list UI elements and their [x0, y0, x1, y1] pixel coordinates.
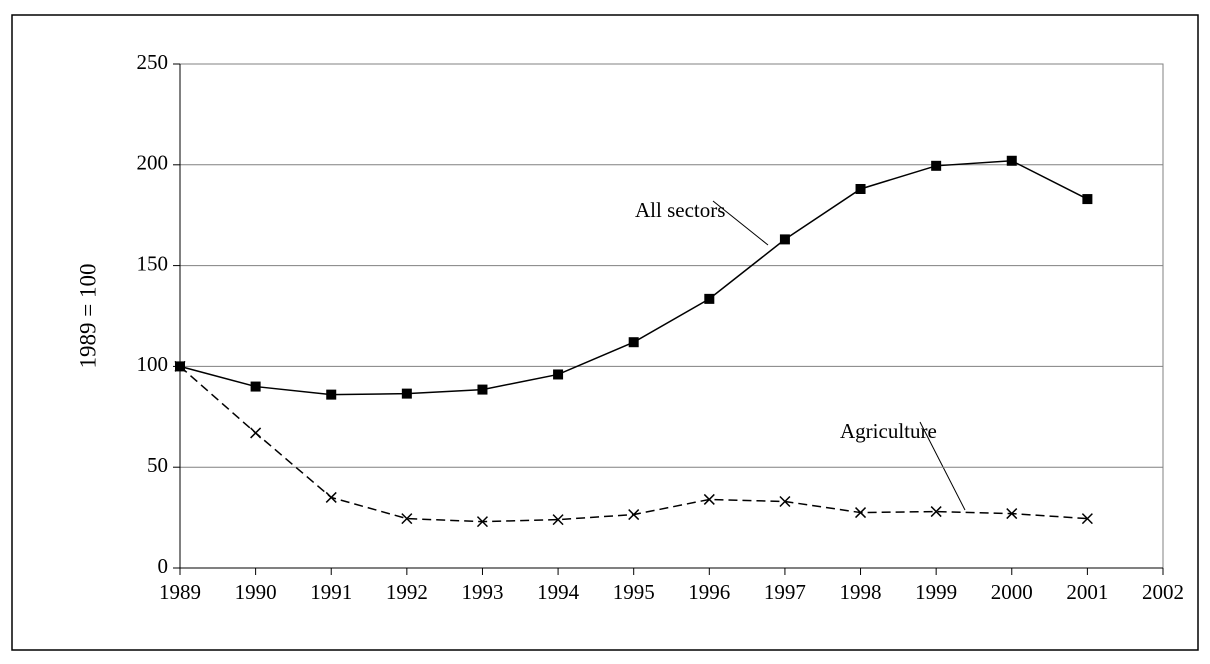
marker — [553, 369, 564, 380]
x-tick-label: 1990 — [235, 580, 277, 604]
x-tick-label: 1997 — [764, 580, 806, 604]
x-tick-label: 1996 — [688, 580, 730, 604]
marker — [325, 491, 337, 503]
y-tick-label: 200 — [137, 151, 169, 175]
marker — [552, 514, 564, 526]
marker — [779, 495, 791, 508]
marker — [1006, 155, 1017, 166]
marker — [703, 493, 715, 505]
x-tick-label: 1991 — [310, 580, 352, 604]
chart-frame — [11, 14, 1199, 651]
x-tick-label: 1998 — [840, 580, 882, 604]
marker — [628, 337, 639, 348]
marker — [628, 509, 640, 521]
marker — [477, 384, 488, 395]
marker — [704, 293, 715, 304]
marker — [855, 507, 867, 519]
series-label: All sectors — [635, 198, 725, 222]
series-label: Agriculture — [840, 419, 937, 443]
leader-line — [919, 421, 966, 511]
marker — [476, 516, 488, 528]
marker — [779, 234, 790, 245]
x-tick-label: 1995 — [613, 580, 655, 604]
x-tick-label: 1993 — [461, 580, 503, 604]
x-tick-label: 1992 — [386, 580, 428, 604]
marker — [401, 513, 413, 525]
x-tick-label: 1994 — [537, 580, 580, 604]
x-tick-label: 2002 — [1142, 580, 1184, 604]
marker — [250, 427, 262, 439]
marker — [1082, 194, 1093, 205]
marker — [1081, 513, 1093, 525]
y-tick-label: 100 — [137, 352, 169, 376]
x-tick-label: 2000 — [991, 580, 1033, 604]
marker — [174, 360, 186, 372]
y-tick-label: 0 — [158, 554, 169, 578]
y-axis-label: 1989 = 100 — [75, 264, 100, 369]
y-tick-label: 50 — [147, 453, 168, 477]
marker — [930, 506, 942, 518]
x-tick-label: 1989 — [159, 580, 201, 604]
marker — [326, 389, 337, 400]
marker — [1006, 508, 1018, 520]
marker — [250, 381, 261, 392]
x-tick-label: 2001 — [1066, 580, 1108, 604]
marker — [855, 183, 866, 194]
marker — [401, 388, 412, 399]
y-tick-label: 150 — [137, 251, 169, 275]
leader-line — [712, 200, 769, 246]
x-tick-label: 1999 — [915, 580, 957, 604]
y-tick-label: 250 — [137, 50, 169, 74]
marker — [931, 160, 942, 171]
